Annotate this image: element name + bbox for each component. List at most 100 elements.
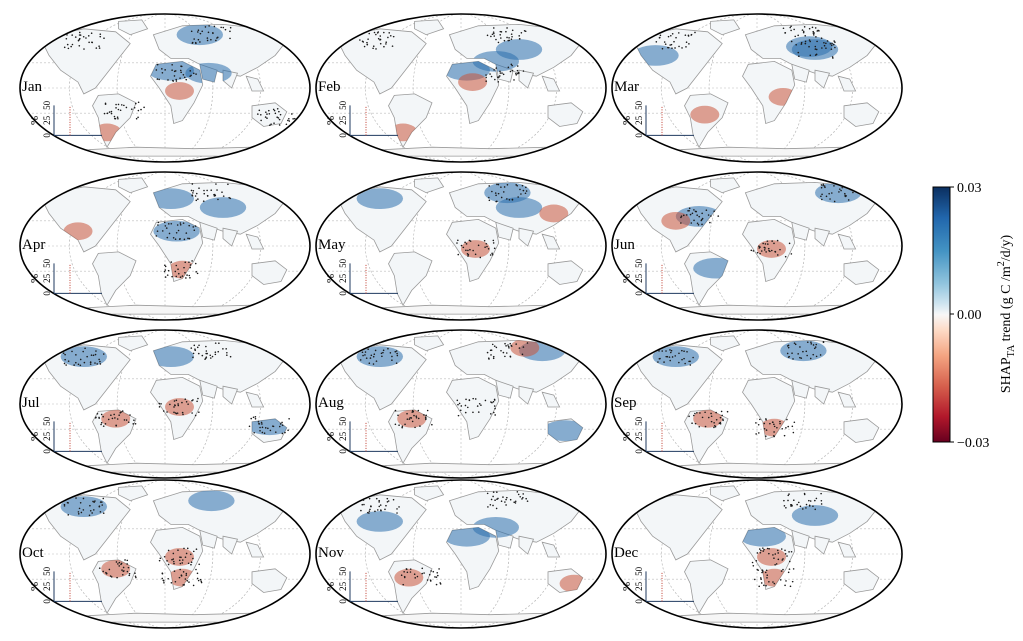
inset-tick-label: 25 — [42, 115, 52, 125]
continent-india — [222, 227, 239, 247]
positive-trend-area — [356, 346, 403, 368]
inset-histogram: 0 25 50% — [325, 258, 398, 296]
inset-tick-label: 50 — [42, 566, 52, 576]
continent-greenland — [118, 177, 149, 194]
continent-india — [518, 535, 535, 555]
inset-tick-label: 0 — [634, 291, 644, 296]
continent-india — [814, 69, 831, 89]
continent-india — [518, 385, 535, 405]
map-frame — [611, 171, 903, 321]
continent-arabia — [199, 379, 218, 399]
inset-tick-label: 25 — [42, 273, 52, 283]
continent-south-america — [684, 559, 729, 615]
continent-se-asia — [541, 391, 561, 408]
map-frame — [611, 479, 903, 629]
inset-y-label: % — [325, 116, 337, 125]
inset-tick-label: 25 — [634, 581, 644, 591]
trend-field — [356, 511, 583, 593]
negative-trend-area — [165, 82, 194, 100]
inset-tick-label: 50 — [634, 258, 644, 268]
trend-field — [60, 346, 287, 436]
inset-tick-label: 50 — [338, 258, 348, 268]
negative-trend-area — [394, 568, 424, 587]
significance-stipple — [655, 341, 825, 438]
continent-se-asia — [837, 233, 857, 250]
inset-histogram: 0 25 50% — [325, 566, 398, 604]
negative-trend-area — [690, 105, 720, 124]
continent-se-asia — [541, 75, 561, 92]
continent-australia — [251, 568, 288, 593]
inset-y-label: % — [621, 582, 633, 591]
inset-y-label: % — [29, 274, 41, 283]
map-panel-mar: Mar 0 25 50% — [611, 13, 903, 163]
map-panel-may: May 0 25 50% — [315, 171, 607, 321]
continent-greenland — [414, 335, 445, 352]
positive-trend-area — [739, 525, 786, 547]
significance-stipple — [63, 25, 296, 126]
inset-tick-label: 50 — [338, 566, 348, 576]
monthly-map-panels: Jan 0 25 50% Feb 0 25 50% Mar 0 25 50% Apr 0 25 50% May 0… — [19, 13, 903, 629]
inset-y-label: % — [621, 116, 633, 125]
month-label: Jul — [22, 395, 40, 411]
negative-trend-area — [510, 338, 540, 357]
continent-arabia — [791, 379, 810, 399]
significance-stipple — [155, 183, 232, 279]
map-frame — [315, 329, 607, 479]
inset-histogram: 0 25 50% — [621, 258, 694, 296]
significance-stipple — [360, 491, 529, 586]
positive-trend-area — [147, 188, 194, 209]
positive-trend-area — [791, 505, 839, 526]
positive-trend-area — [495, 39, 543, 60]
inset-tick-label: 50 — [634, 100, 644, 110]
significance-stipple — [359, 27, 527, 83]
map-panel-jan: Jan 0 25 50% — [19, 13, 311, 163]
map-panel-apr: Apr 0 25 50% — [19, 171, 311, 321]
map-panel-aug: Aug 0 25 50% — [315, 329, 607, 479]
significance-stipple — [751, 492, 823, 588]
map-frame — [19, 329, 311, 479]
continent-india — [814, 227, 831, 247]
continent-india — [222, 535, 239, 555]
continent-se-asia — [245, 75, 265, 92]
map-frame — [315, 171, 607, 321]
inset-tick-label: 50 — [634, 416, 644, 426]
inset-histogram: 0 25 50% — [29, 100, 102, 138]
continent-greenland — [710, 177, 741, 194]
inset-tick-label: 50 — [634, 566, 644, 576]
colorbar-tick-label-bottom: −0.03 — [957, 436, 989, 451]
continent-africa — [446, 376, 500, 441]
negative-trend-area — [461, 240, 490, 258]
continent-se-asia — [837, 75, 857, 92]
inset-tick-label: 0 — [634, 449, 644, 454]
inset-y-label: % — [621, 432, 633, 441]
colorbar: 0.03 0.00 −0.03 SHAPTA trend (g C /m2/d/… — [932, 181, 1017, 451]
map-panel-dec: Dec 0 25 50% — [611, 479, 903, 629]
positive-trend-area — [147, 59, 194, 81]
positive-trend-area — [542, 420, 583, 442]
continent-eurasia — [152, 489, 288, 543]
continent-arabia — [199, 529, 218, 549]
inset-y-label: % — [325, 432, 337, 441]
inset-histogram: 0 25 50% — [325, 416, 398, 454]
inset-tick-label: 25 — [338, 431, 348, 441]
positive-trend-area — [495, 197, 543, 218]
positive-trend-area — [199, 197, 247, 218]
inset-tick-label: 25 — [634, 431, 644, 441]
positive-trend-area — [356, 511, 403, 532]
inset-tick-label: 25 — [338, 581, 348, 591]
continent-greenland — [414, 177, 445, 194]
continent-greenland — [414, 19, 445, 36]
month-label: Jun — [614, 237, 635, 253]
inset-histogram: 0 25 50% — [29, 566, 102, 604]
continent-se-asia — [837, 391, 857, 408]
inset-y-label: % — [325, 274, 337, 283]
inset-y-label: % — [29, 432, 41, 441]
inset-y-label: % — [325, 582, 337, 591]
continent-se-asia — [245, 233, 265, 250]
continent-north-america — [634, 494, 723, 561]
negative-trend-area — [458, 73, 488, 91]
continent-se-asia — [837, 541, 857, 558]
negative-trend-area — [397, 409, 427, 428]
inset-histogram: 0 25 50% — [29, 416, 102, 454]
continent-india — [814, 385, 831, 405]
